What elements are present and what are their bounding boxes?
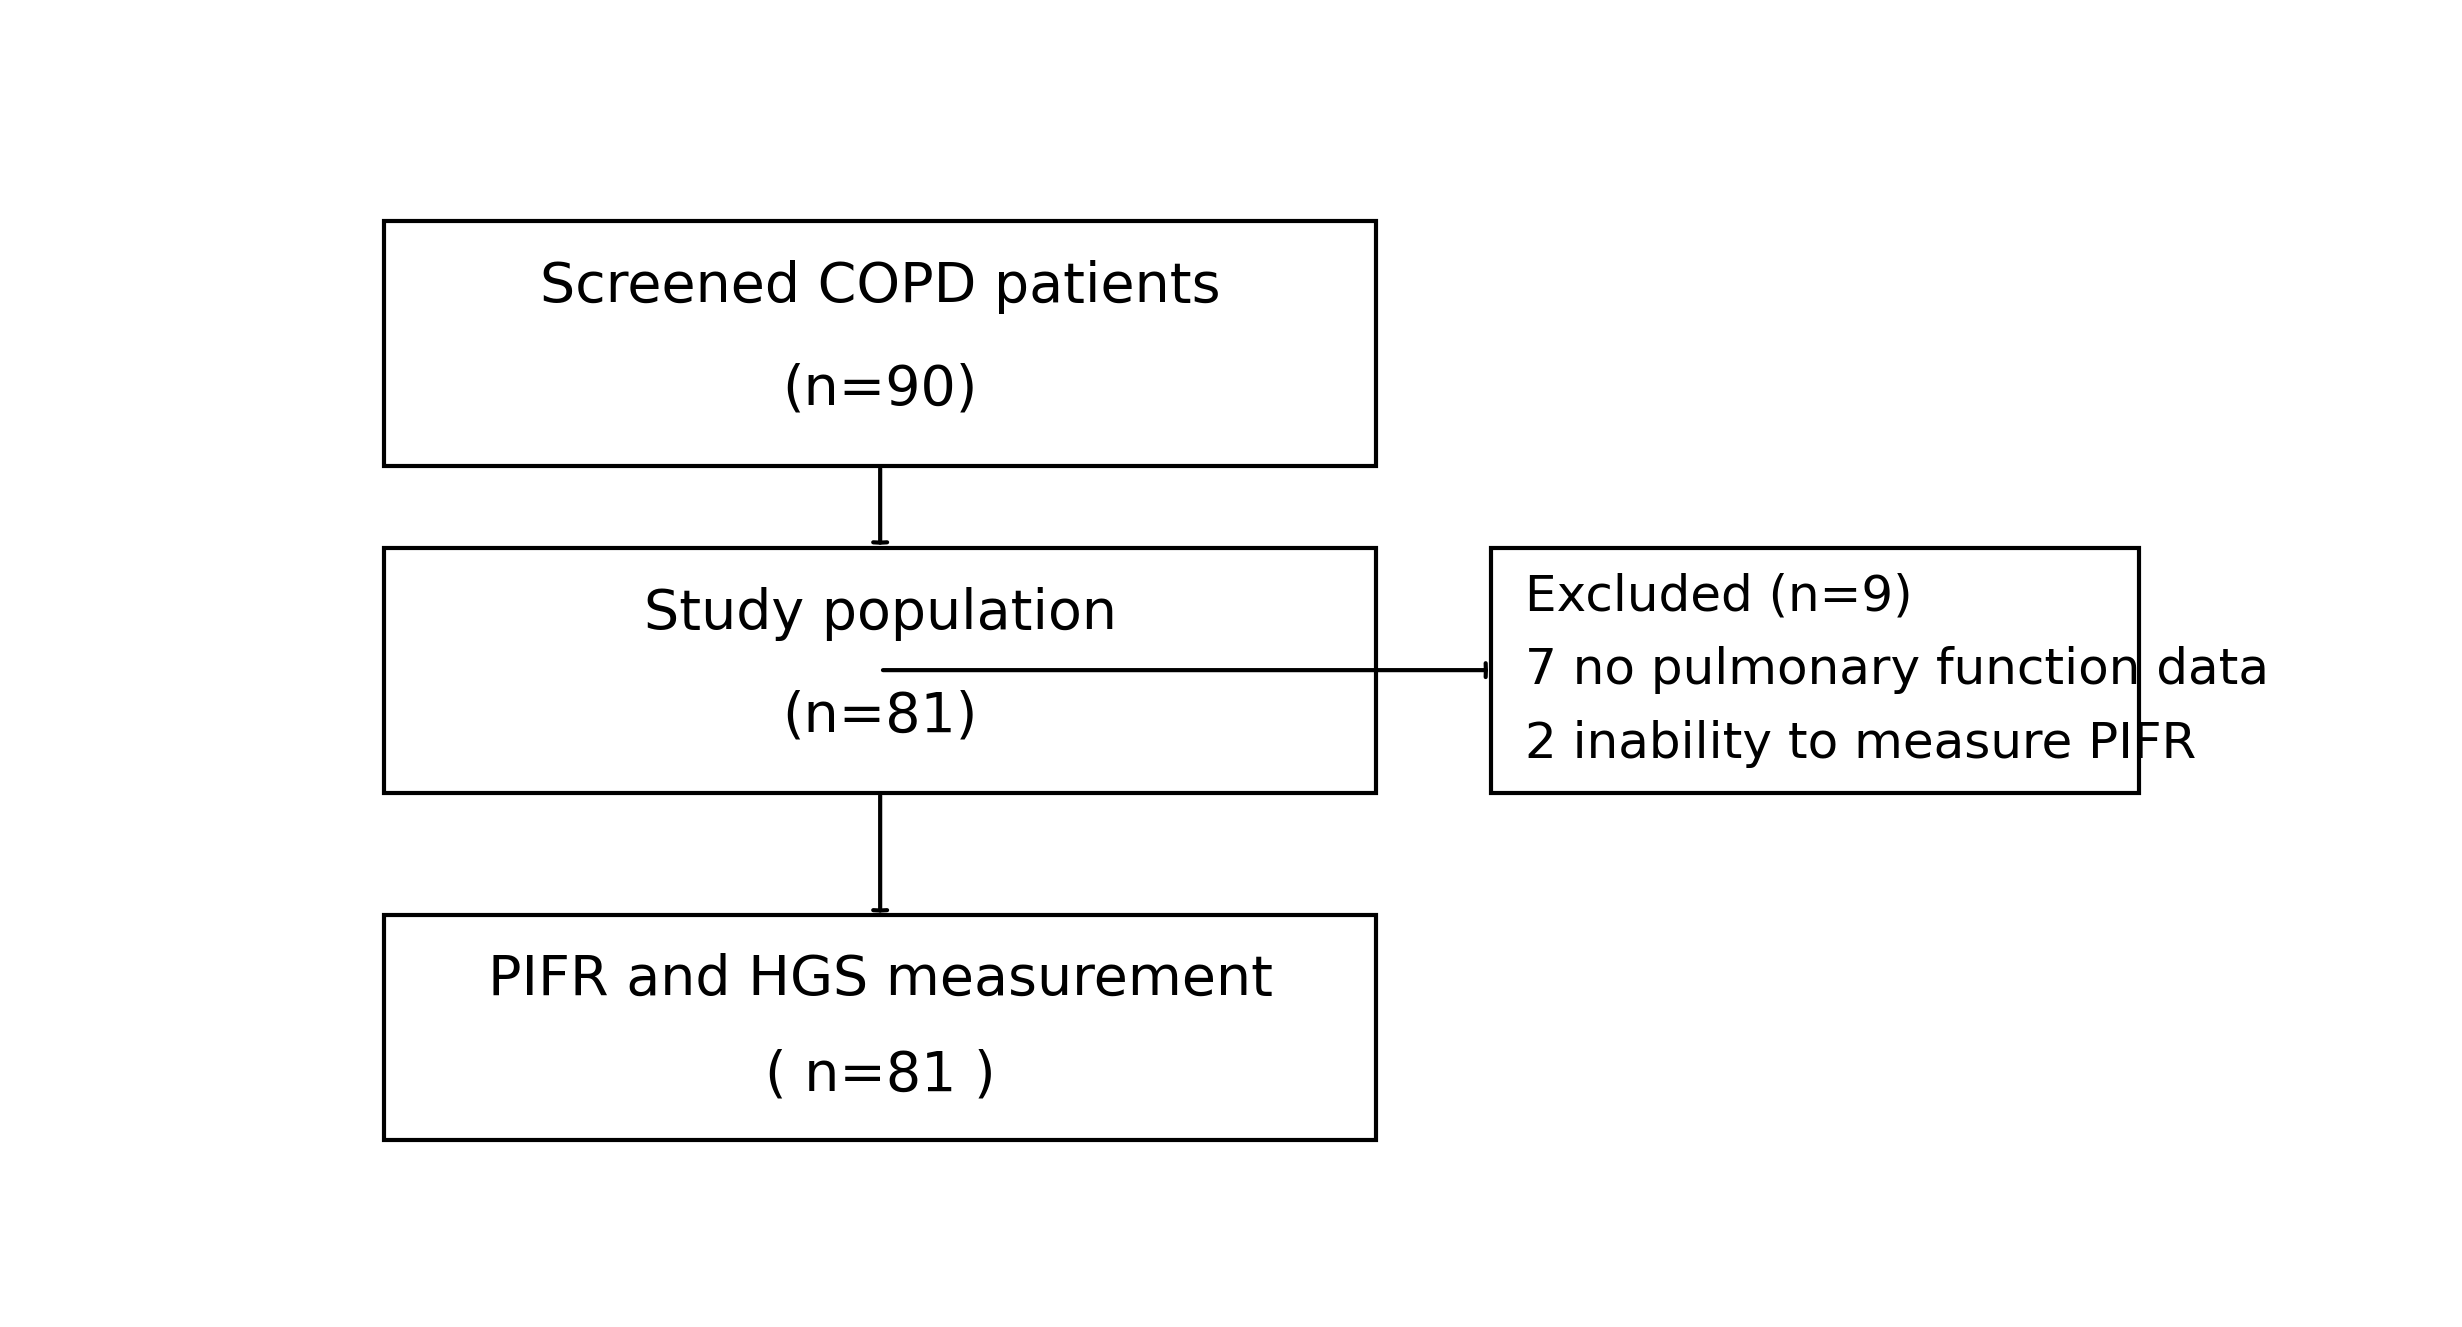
Text: 7 no pulmonary function data: 7 no pulmonary function data [1524,646,2270,694]
Text: Study population: Study population [643,587,1118,641]
Text: ( n=81 ): ( n=81 ) [766,1048,995,1103]
Text: (n=81): (n=81) [783,689,977,743]
Bar [384,916,1376,1140]
Text: PIFR and HGS measurement: PIFR and HGS measurement [487,953,1273,1007]
Bar [384,548,1376,792]
Text: Screened COPD patients: Screened COPD patients [539,260,1221,314]
Text: 2 inability to measure PIFR: 2 inability to measure PIFR [1524,719,2196,768]
Text: Excluded (n=9): Excluded (n=9) [1524,572,1913,621]
Bar [384,220,1376,466]
Bar [1492,548,2139,792]
Text: (n=90): (n=90) [783,362,977,417]
